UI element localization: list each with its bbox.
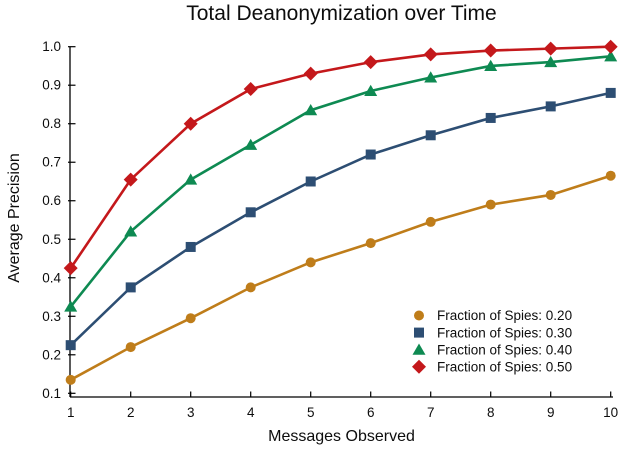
- x-tick-label: 1: [67, 405, 75, 420]
- x-tick-label: 7: [427, 405, 435, 420]
- x-tick-label: 8: [487, 405, 495, 420]
- series-line-square: [69, 91, 611, 347]
- y-tick-label: 0.6: [42, 193, 61, 208]
- x-tick-label: 5: [307, 405, 315, 420]
- data-point-circle: [545, 189, 556, 200]
- x-tick-label: 6: [367, 405, 375, 420]
- data-point-diamond: [183, 116, 198, 131]
- y-tick-label: 0.4: [42, 270, 61, 285]
- data-point-triangle: [604, 50, 618, 62]
- data-point-triangle: [64, 300, 78, 312]
- series-line-circle: [70, 174, 612, 381]
- data-point-square: [425, 130, 436, 141]
- chart-title: Total Deanonymization over Time: [186, 2, 497, 25]
- data-point-triangle: [184, 173, 198, 185]
- data-point-diamond: [63, 261, 78, 276]
- data-point-diamond: [603, 39, 618, 54]
- legend-marker-square: [414, 327, 424, 338]
- data-point-circle: [425, 216, 436, 227]
- x-tick-label: 10: [603, 405, 618, 420]
- data-point-triangle: [364, 84, 378, 96]
- series-line-triangle: [69, 55, 611, 308]
- data-point-square: [125, 282, 136, 293]
- x-axis-label: Messages Observed: [268, 428, 415, 445]
- data-point-circle: [245, 282, 256, 293]
- data-point-diamond: [243, 82, 258, 97]
- data-point-square: [185, 241, 196, 252]
- legend-marker-circle: [414, 310, 424, 321]
- legend-item-label: Fraction of Spies: 0.50: [437, 360, 572, 375]
- legend-item-label: Fraction of Spies: 0.40: [437, 342, 572, 357]
- data-point-circle: [125, 342, 136, 353]
- legend-item-label: Fraction of Spies: 0.30: [437, 325, 572, 340]
- data-point-triangle: [484, 59, 498, 71]
- data-point-triangle: [424, 71, 438, 83]
- y-tick-label: 0.2: [42, 347, 61, 362]
- x-tick-label: 3: [187, 405, 195, 420]
- y-tick-label: 0.7: [42, 155, 61, 170]
- data-point-square: [245, 207, 256, 218]
- data-point-circle: [485, 199, 496, 210]
- data-point-circle: [65, 374, 76, 385]
- data-point-square: [65, 340, 76, 351]
- data-point-square: [545, 101, 556, 112]
- data-point-circle: [305, 257, 316, 268]
- data-point-diamond: [483, 43, 498, 58]
- data-point-square: [605, 87, 616, 98]
- data-point-diamond: [423, 47, 438, 62]
- x-tick-label: 2: [127, 405, 135, 420]
- data-point-circle: [605, 170, 616, 181]
- data-point-circle: [365, 238, 376, 249]
- legend-marker-diamond: [412, 359, 426, 374]
- data-point-circle: [185, 313, 196, 324]
- y-tick-label: 0.8: [42, 116, 61, 131]
- data-point-triangle: [244, 138, 258, 150]
- legend-marker-triangle: [412, 343, 426, 355]
- data-point-diamond: [363, 55, 378, 70]
- x-tick-label: 9: [547, 405, 555, 420]
- data-point-diamond: [543, 41, 558, 56]
- data-point-square: [305, 176, 316, 187]
- data-point-diamond: [303, 66, 318, 81]
- x-tick-label: 4: [247, 405, 255, 420]
- series-line-diamond: [69, 45, 611, 269]
- legend-item-label: Fraction of Spies: 0.20: [437, 308, 572, 323]
- data-point-square: [365, 149, 376, 160]
- y-tick-label: 0.1: [42, 386, 61, 401]
- y-tick-label: 0.9: [42, 78, 61, 93]
- y-tick-label: 0.5: [42, 232, 61, 247]
- y-tick-label: 0.3: [42, 309, 61, 324]
- data-point-square: [485, 112, 496, 123]
- data-point-triangle: [304, 104, 318, 116]
- y-tick-label: 1.0: [42, 39, 61, 54]
- data-point-triangle: [124, 225, 138, 237]
- data-point-diamond: [123, 172, 138, 187]
- data-point-triangle: [544, 55, 558, 68]
